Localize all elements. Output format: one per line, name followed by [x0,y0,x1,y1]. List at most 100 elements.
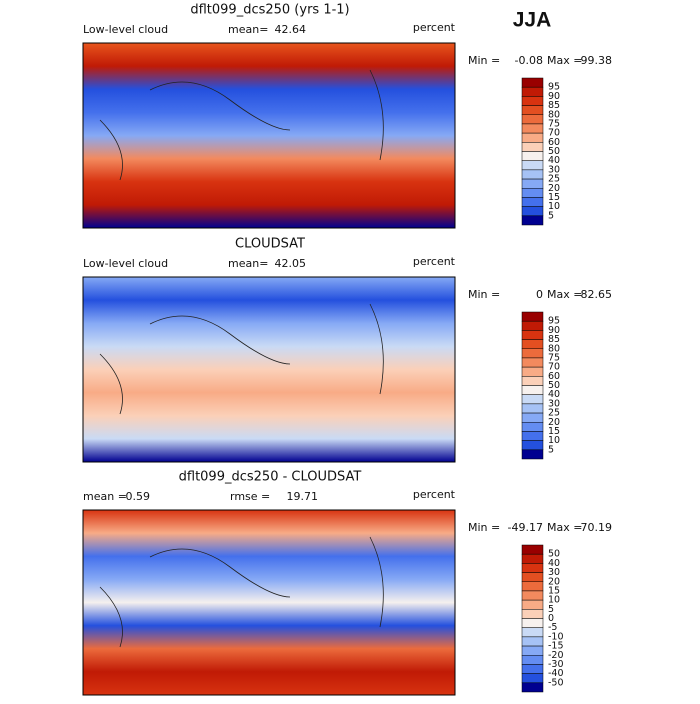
left-label: mean = [83,490,127,503]
colorbar-box [521,563,544,573]
colorbar-label: -30 [548,659,564,670]
colorbar-label: -50 [548,677,564,688]
colorbar-label: 15 [548,585,560,596]
colorbar-label: 60 [548,371,560,382]
colorbar-label: 90 [548,91,560,102]
colorbar-label: 50 [548,549,560,560]
min-label: Min = [468,54,500,67]
colorbar-box [521,682,544,693]
colorbar-box [521,440,544,451]
colorbar-label: 20 [548,417,560,428]
colorbar-box [521,572,544,582]
max-value: 70.19 [581,521,613,534]
colorbar-box [521,673,544,684]
colorbar-label: -40 [548,668,564,679]
units: percent [413,255,456,268]
colorbar-box [521,151,544,161]
colorbar-box [521,132,544,143]
colorbar-label: 10 [548,435,560,446]
colorbar-label: 80 [548,109,560,120]
min-value: 0 [536,288,543,301]
colorbar-label: -10 [548,631,564,642]
colorbar-label: 60 [548,137,560,148]
colorbar-box [521,449,544,460]
colorbar-box [521,206,544,217]
colorbar-box [521,431,544,441]
left-value: 0.59 [126,490,151,503]
colorbar-box [521,114,544,125]
min-value: -0.08 [515,54,543,67]
colorbar-box [521,320,544,331]
colorbar-label: 30 [548,164,560,175]
colorbar-box [521,215,544,226]
colorbar-label: 30 [548,567,560,578]
colorbar-label: 95 [548,316,560,327]
colorbar-box [521,86,544,97]
colorbar-label: 25 [548,408,560,419]
colorbar-box [521,376,544,386]
colorbar-box [521,169,544,180]
colorbar-label: 20 [548,576,560,587]
stat-label: mean= [228,23,268,36]
stat-value: 42.64 [275,23,307,36]
min-label: Min = [468,288,500,301]
panel-title: CLOUDSAT [235,237,305,252]
stat-value: 42.05 [275,257,307,270]
colorbar-box [521,330,544,340]
colorbar-box [521,142,544,152]
min-label: Min = [468,521,500,534]
stat-label: rmse = [230,490,270,503]
colorbar-box [521,197,544,207]
colorbar-label: 40 [548,389,560,400]
left-label: Low-level cloud [83,257,168,270]
colorbar-label: 5 [548,210,554,221]
colorbar-box [521,590,544,601]
colorbar-label: 75 [548,118,560,129]
colorbar-box [521,636,544,647]
colorbar-box [521,544,544,555]
max-value: 82.65 [581,288,613,301]
colorbar-label: 30 [548,398,560,409]
map [82,276,456,463]
stat-label: mean= [228,257,268,270]
colorbar-box [521,645,544,656]
colorbar-label: 70 [548,362,560,373]
min-value: -49.17 [508,521,543,534]
colorbar-label: 20 [548,183,560,194]
colorbar-label: -20 [548,650,564,661]
season-label: JJA [513,9,552,32]
stat-value: 19.71 [287,490,319,503]
colorbar-box [521,394,544,405]
colorbar-box [521,339,544,349]
panel-title: dflt099_dcs250 - CLOUDSAT [179,470,362,485]
colorbar-label: 70 [548,128,560,139]
colorbar-box [521,609,544,619]
colorbar-label: 95 [548,82,560,93]
colorbar-label: 40 [548,155,560,166]
colorbar-label: 50 [548,380,560,391]
colorbar-label: 80 [548,343,560,354]
colorbar-box [521,403,544,414]
colorbar-label: 15 [548,192,560,203]
max-label: Max = [547,521,582,534]
colorbar-box [521,385,544,395]
colorbar-box [521,188,544,198]
colorbar-box [521,599,544,610]
colorbar-box [521,160,544,171]
colorbar-label: 85 [548,100,560,111]
panel-title: dflt099_dcs250 (yrs 1-1) [190,3,349,18]
colorbar-label: 10 [548,201,560,212]
colorbar-label: 25 [548,174,560,185]
colorbar-label: 85 [548,334,560,345]
colorbar-label: 50 [548,146,560,157]
map [82,42,456,229]
colorbar-box [521,412,544,423]
colorbar-box [521,553,544,564]
max-label: Max = [547,288,582,301]
colorbar-box [521,77,544,88]
colorbar-label: -15 [548,641,564,652]
colorbar-label: 40 [548,558,560,569]
coastline [99,303,384,415]
coastline [99,536,384,648]
colorbar-box [521,664,544,674]
